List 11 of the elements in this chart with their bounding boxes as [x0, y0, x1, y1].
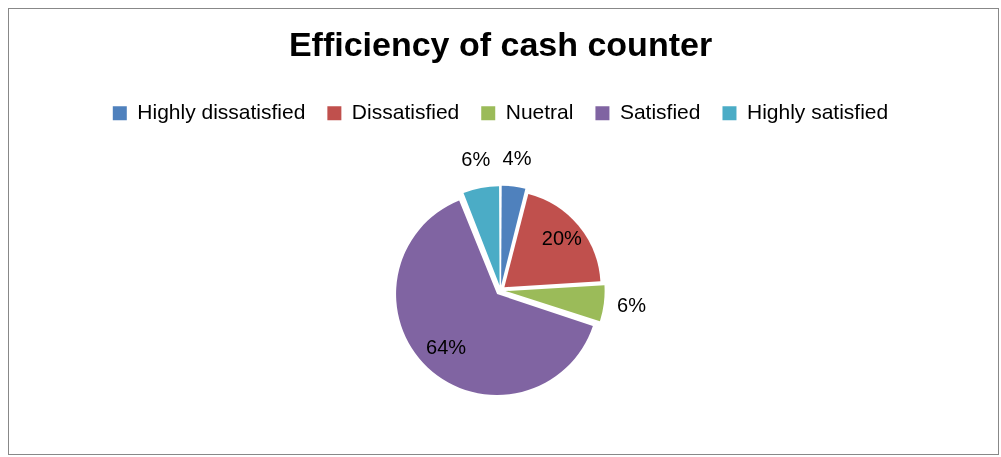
legend-label: Highly dissatisfied [137, 100, 306, 124]
data-label: 6% [461, 148, 491, 171]
legend-label: Highly satisfied [746, 100, 889, 124]
legend-label: Nuetral [505, 100, 574, 124]
data-label: 20% [541, 227, 582, 250]
chart-title: Efficiency of cash counter [288, 24, 713, 63]
data-label: 4% [502, 146, 532, 169]
data-label: 6% [617, 294, 647, 317]
legend-label: Satisfied [619, 100, 701, 124]
legend-label: Dissatisfied [351, 100, 460, 124]
data-label: 64% [426, 335, 467, 358]
